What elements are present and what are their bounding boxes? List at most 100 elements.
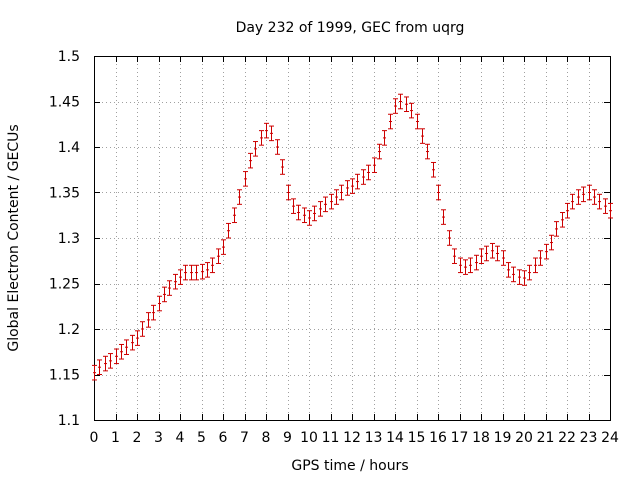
y-tick-label: 1.35 bbox=[49, 186, 80, 202]
data-point bbox=[398, 93, 403, 110]
data-point bbox=[479, 248, 484, 264]
x-tick-label: 16 bbox=[429, 430, 447, 446]
x-tick-label: 13 bbox=[365, 430, 383, 446]
data-point bbox=[565, 202, 570, 219]
data-point bbox=[318, 201, 323, 217]
x-tick-label: 19 bbox=[494, 430, 512, 446]
data-point bbox=[506, 262, 511, 278]
data-point bbox=[334, 189, 339, 205]
data-point bbox=[280, 159, 285, 175]
y-tick-labels: 1.1 1.15 1.2 1.25 1.3 1.35 1.4 1.45 1.5 bbox=[49, 49, 80, 429]
x-tick-label: 6 bbox=[219, 430, 228, 446]
data-point bbox=[232, 207, 237, 224]
x-tick-label: 1 bbox=[111, 430, 120, 446]
y-tick-label: 1.2 bbox=[58, 322, 80, 338]
x-tick-label: 11 bbox=[322, 430, 340, 446]
x-tick-label: 21 bbox=[537, 430, 555, 446]
chart-title: Day 232 of 1999, GEC from uqrg bbox=[236, 20, 465, 36]
data-point bbox=[409, 102, 414, 119]
data-point bbox=[264, 122, 269, 139]
data-point bbox=[226, 222, 231, 239]
data-point bbox=[157, 295, 162, 312]
plot-frame bbox=[94, 56, 611, 421]
data-point bbox=[189, 264, 194, 281]
data-point bbox=[603, 198, 608, 214]
data-point bbox=[463, 259, 468, 275]
x-tick-label: 17 bbox=[451, 430, 469, 446]
data-point bbox=[350, 178, 355, 194]
data-point bbox=[560, 212, 565, 228]
data-point bbox=[151, 304, 156, 321]
data-point bbox=[237, 189, 242, 205]
data-point bbox=[216, 248, 221, 264]
data-point bbox=[393, 98, 398, 114]
data-point bbox=[388, 113, 393, 130]
data-point bbox=[178, 269, 183, 285]
x-tick-label: 20 bbox=[515, 430, 533, 446]
x-tick-label: 15 bbox=[408, 430, 426, 446]
data-point bbox=[517, 269, 522, 285]
data-point bbox=[382, 130, 387, 146]
data-point bbox=[103, 355, 108, 372]
data-point bbox=[452, 248, 457, 264]
data-point bbox=[425, 143, 430, 160]
data-point bbox=[108, 353, 113, 369]
data-point bbox=[372, 157, 377, 173]
data-point bbox=[114, 348, 119, 365]
data-point bbox=[194, 264, 199, 281]
x-tick-label: 0 bbox=[90, 430, 99, 446]
data-point bbox=[302, 207, 307, 224]
data-point bbox=[323, 196, 328, 213]
data-point bbox=[527, 264, 532, 281]
data-point bbox=[130, 334, 135, 351]
x-tick-labels: 0 1 2 3 4 5 6 7 8 9 10 11 12 13 14 15 16 17 18 19 20 21 22 23 24 bbox=[90, 430, 619, 446]
data-point bbox=[554, 221, 559, 237]
data-point bbox=[377, 143, 382, 160]
data-point bbox=[307, 210, 312, 226]
data-point bbox=[329, 193, 334, 210]
data-point bbox=[243, 171, 248, 187]
x-tick-label: 2 bbox=[133, 430, 142, 446]
data-point bbox=[544, 243, 549, 260]
y-tick-label: 1.25 bbox=[49, 277, 80, 293]
data-point bbox=[92, 364, 97, 381]
data-point bbox=[167, 280, 172, 296]
data-point bbox=[436, 184, 441, 201]
data-point bbox=[296, 204, 301, 221]
data-point bbox=[205, 262, 210, 278]
data-point bbox=[458, 257, 463, 274]
data-point bbox=[474, 254, 479, 271]
x-tick-label: 4 bbox=[176, 430, 185, 446]
data-point bbox=[162, 286, 167, 303]
x-tick-label: 18 bbox=[472, 430, 490, 446]
data-point bbox=[200, 263, 205, 280]
x-tick-label: 7 bbox=[240, 430, 249, 446]
data-point bbox=[597, 193, 602, 210]
data-point bbox=[431, 161, 436, 178]
data-point bbox=[592, 189, 597, 205]
data-point bbox=[490, 242, 495, 259]
data-point bbox=[210, 257, 215, 274]
tick-marks bbox=[94, 56, 611, 421]
data-point bbox=[511, 266, 516, 283]
data-point bbox=[124, 339, 129, 355]
grid bbox=[94, 56, 610, 420]
data-point bbox=[269, 125, 274, 142]
data-point bbox=[345, 180, 350, 196]
data-point bbox=[468, 257, 473, 274]
x-tick-label: 23 bbox=[580, 430, 598, 446]
data-point bbox=[570, 193, 575, 210]
y-tick-label: 1.3 bbox=[58, 231, 80, 247]
data-point bbox=[355, 173, 360, 190]
data-point bbox=[415, 113, 420, 130]
y-tick-label: 1.1 bbox=[58, 413, 80, 429]
x-tick-label: 3 bbox=[154, 430, 163, 446]
x-tick-label: 10 bbox=[300, 430, 318, 446]
data-point bbox=[495, 245, 500, 262]
data-point bbox=[533, 257, 538, 274]
data-point bbox=[361, 169, 366, 185]
data-point bbox=[366, 164, 371, 181]
data-point bbox=[146, 312, 151, 328]
data-point bbox=[404, 96, 409, 113]
y-tick-label: 1.5 bbox=[58, 49, 80, 65]
